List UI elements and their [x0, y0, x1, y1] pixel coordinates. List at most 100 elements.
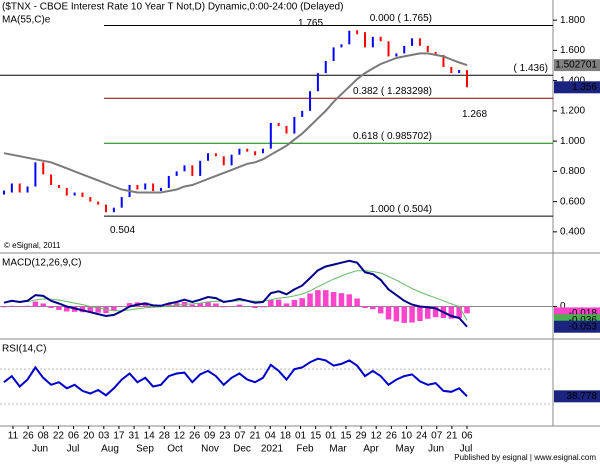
x-tick-label: 12: [174, 431, 186, 442]
month-label: Feb: [296, 444, 314, 455]
x-tick-label: 18: [280, 431, 292, 442]
fib-label: 0.382 ( 1.283298): [353, 86, 432, 97]
x-tick-label: 31: [129, 431, 141, 442]
month-label: Jun: [428, 444, 444, 455]
value-box: [554, 59, 600, 72]
y-tick-label: 1.200: [560, 106, 585, 117]
fib-label: 0.000 ( 1.765): [370, 13, 432, 24]
chart-title: ($TNX - CBOE Interest Rate 10 Year T Not…: [2, 2, 343, 13]
annotation: 1.268: [462, 109, 487, 120]
month-label: Apr: [363, 444, 379, 455]
histogram-bar: [197, 303, 203, 307]
histogram-bar: [95, 306, 101, 313]
histogram-bar: [252, 306, 258, 309]
series-line: [3, 259, 468, 328]
histogram-bar: [338, 293, 345, 307]
histogram-bar: [464, 306, 470, 314]
histogram-bar: [377, 306, 384, 314]
month-label: Jun: [32, 444, 48, 455]
last-value-label: 1.502701: [555, 60, 597, 71]
month-label: Nov: [201, 444, 219, 455]
month-label: Jul: [460, 444, 473, 455]
x-tick-label: 21: [446, 431, 458, 442]
histogram-bar: [189, 304, 196, 307]
histogram-bar: [307, 293, 313, 307]
last-value-label: 1.356: [572, 82, 597, 93]
histogram-bar: [425, 306, 431, 319]
histogram-bar: [417, 306, 423, 321]
x-tick-label: 12: [371, 431, 383, 442]
histogram-bar: [275, 299, 282, 307]
histogram-bar: [291, 300, 298, 307]
histogram-bar: [173, 303, 180, 307]
histogram-bar: [111, 306, 117, 311]
histogram-bar: [283, 303, 290, 307]
series-line: [3, 270, 468, 321]
y-tick-label: 1.600: [560, 45, 585, 56]
y-tick-label: 0.600: [560, 196, 585, 207]
x-tick-label: 23: [219, 431, 231, 442]
annotation: 1.765: [298, 18, 323, 29]
x-tick-label: 26: [23, 431, 35, 442]
last-value-label: -0.036: [569, 315, 598, 326]
month-label: May: [396, 444, 415, 455]
month-label: 2021: [261, 444, 284, 455]
histogram-bar: [393, 306, 400, 322]
histogram-bar: [40, 303, 46, 307]
histogram-bar: [205, 301, 211, 307]
copyright: © eSignal, 2011: [4, 241, 61, 250]
panel-title: RSI(14,C): [2, 344, 46, 355]
x-tick-label: 24: [416, 431, 428, 442]
x-tick-label: 26: [386, 431, 398, 442]
month-label: Mar: [329, 444, 347, 455]
histogram-bar: [456, 306, 462, 318]
x-tick-label: 01: [325, 431, 337, 442]
panel-title: MACD(12,26,9,C): [2, 258, 81, 269]
histogram-bar: [322, 290, 329, 307]
month-label: Dec: [233, 444, 251, 455]
histogram-bar: [346, 294, 353, 307]
y-tick-label: 0: [560, 301, 566, 312]
x-tick-label: 21: [250, 431, 262, 442]
x-tick-label: 08: [38, 431, 50, 442]
x-tick-label: 20: [83, 431, 95, 442]
histogram-bar: [24, 305, 31, 307]
histogram-bar: [370, 306, 376, 310]
histogram-bar: [9, 305, 15, 307]
x-tick-label: 15: [310, 431, 322, 442]
fib-label: 1.000 ( 0.504): [370, 204, 432, 215]
histogram-bar: [432, 306, 439, 318]
month-label: Aug: [101, 444, 119, 455]
x-tick-label: 07: [431, 431, 443, 442]
x-tick-label: 09: [204, 431, 216, 442]
x-tick-label: 15: [340, 431, 352, 442]
fib-label: ( 1.436): [514, 63, 548, 74]
last-value-label: 38.778: [566, 391, 597, 402]
histogram-bar: [448, 306, 455, 319]
footer: Published by esignal | www.esignal.com: [454, 453, 596, 462]
x-tick-label: 22: [53, 431, 65, 442]
histogram-bar: [409, 306, 415, 323]
histogram-bar: [260, 306, 266, 308]
histogram-bar: [64, 306, 70, 312]
x-tick-label: 29: [356, 431, 368, 442]
x-tick-label: 06: [461, 431, 473, 442]
y-tick-label: 1.400: [560, 75, 585, 86]
value-box: [554, 390, 600, 403]
y-tick-label: 0.400: [560, 226, 585, 237]
y-tick-label: 0.800: [560, 166, 585, 177]
histogram-bar: [56, 306, 62, 310]
x-tick-label: 06: [68, 431, 80, 442]
x-tick-label: 04: [265, 431, 277, 442]
x-tick-label: 28: [159, 431, 171, 442]
x-tick-label: 11: [8, 431, 19, 442]
x-tick-label: 07: [234, 431, 246, 442]
histogram-bar: [48, 306, 54, 309]
legend-entry: MA(55,C)e: [2, 15, 51, 26]
histogram-bar: [220, 306, 227, 308]
histogram-bar: [401, 306, 407, 323]
x-tick-label: 10: [401, 431, 413, 442]
histogram-bar: [330, 292, 337, 307]
histogram-bar: [32, 301, 39, 307]
